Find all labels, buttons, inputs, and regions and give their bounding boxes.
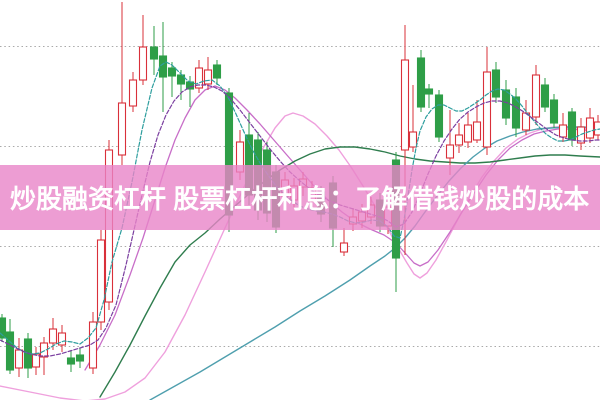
candle-body [158,55,168,78]
candle-body [463,124,473,143]
candle-body [128,79,138,107]
candle-body [472,121,482,141]
candle-body [424,88,434,95]
candle-body [66,357,76,365]
candle-body [194,67,204,89]
candle-body [57,332,67,346]
candle-body [482,71,492,148]
headline-title: 炒股融资杠杆 股票杠杆利息：了解借钱炒股的成本 [10,184,590,214]
candle-body [593,121,600,136]
candle-body [212,64,222,79]
candle-body [540,84,550,108]
candle-body [167,67,177,77]
candle-body [14,349,24,369]
ma-line-ma30 [99,146,600,398]
candle-body [0,317,7,339]
candle-body [176,74,186,85]
candle-body [203,69,213,85]
candle-body [408,131,418,148]
candle-body [39,342,49,358]
candle-body [491,69,501,98]
ma-line-ma5 [0,61,600,355]
candle-body [531,74,541,118]
candle-body [339,242,349,253]
candle-body [48,328,58,344]
candle-body [549,99,559,124]
candle-body [454,134,464,146]
candle-body [416,57,426,108]
candle-body [585,117,595,139]
candle-body [117,102,127,156]
candle-body [75,354,85,362]
candle-body [511,96,521,129]
candle-body [434,94,444,138]
headline-banner: 炒股融资杠杆 股票杠杆利息：了解借钱炒股的成本 [0,165,600,230]
candle-body [400,59,410,151]
candle-body [5,331,15,371]
candle-body [501,89,511,119]
candle-body [138,46,148,81]
candle-body [96,239,106,323]
candle-body [567,111,577,141]
candle-body [445,144,455,159]
candle-body [558,124,568,138]
candle-body [149,46,159,60]
